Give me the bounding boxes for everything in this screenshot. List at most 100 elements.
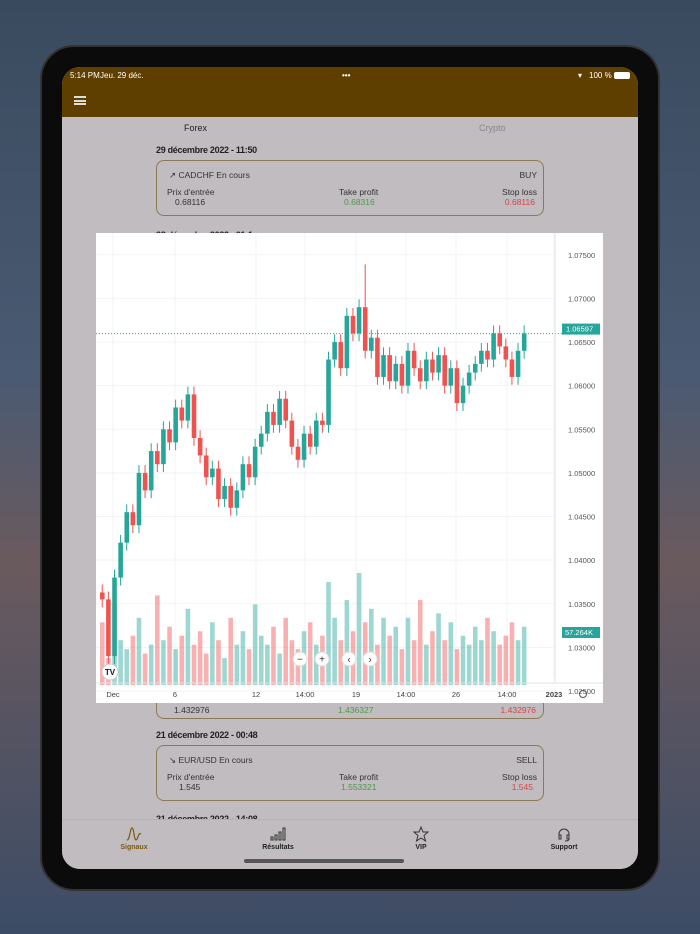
volume-bar <box>271 626 276 685</box>
candle <box>460 385 466 404</box>
gear-icon[interactable] <box>579 690 587 698</box>
last-volume-label: 57.264K <box>565 628 593 637</box>
candle <box>130 512 136 526</box>
nav-vip[interactable]: VIP <box>391 826 451 851</box>
candle <box>307 433 313 447</box>
multitask-dots-icon[interactable]: ••• <box>342 71 351 80</box>
volume-bar <box>240 631 246 685</box>
price-chart[interactable]: 1.07500 1.07000 1.06500 1.06000 1.05500 1.050… <box>96 233 603 703</box>
volume-bar <box>155 595 160 685</box>
tp-label: Take profit <box>339 772 379 782</box>
candle <box>424 359 429 382</box>
y-tick-label: 1.06000 <box>568 382 595 391</box>
scroll-right-button[interactable] <box>362 651 378 667</box>
volume-bar <box>497 644 503 685</box>
signal-date: 29 décembre 2022 - 11:50 <box>156 145 257 155</box>
battery-level: 100 % <box>589 71 612 80</box>
pair-label: CADCHF En cours <box>178 170 250 180</box>
scroll-left-button[interactable] <box>341 651 357 667</box>
nav-label: Support <box>550 844 578 851</box>
volume-bar <box>252 604 258 685</box>
volume-bar <box>332 617 337 685</box>
home-indicator[interactable] <box>244 859 404 863</box>
candle <box>405 350 411 386</box>
volume-bar <box>216 640 221 685</box>
volume-bar <box>161 640 166 685</box>
candle <box>497 333 503 347</box>
candle <box>466 372 472 386</box>
signal-card[interactable]: ↗ CADCHF En cours BUY Prix d'entrée 0.68… <box>156 160 544 216</box>
volume-bar <box>295 649 301 685</box>
volume-bar <box>509 622 515 685</box>
menu-icon[interactable] <box>74 96 86 105</box>
bottom-nav: Signaux Résultats VIP Support <box>62 819 638 869</box>
volume-bar <box>124 649 130 685</box>
volume-bar <box>210 622 215 685</box>
volume-bar <box>326 581 331 685</box>
candle <box>301 433 307 460</box>
candle <box>479 350 484 364</box>
headset-icon <box>558 828 570 842</box>
card-border <box>156 687 544 719</box>
x-tick-label: 14:00 <box>498 690 517 699</box>
x-tick-label: 14:00 <box>296 690 315 699</box>
candle <box>100 592 105 600</box>
volume-bar <box>466 644 472 685</box>
volume-bar <box>405 617 411 685</box>
nav-signaux[interactable]: Signaux <box>104 826 164 851</box>
status-time: 5:14 PM <box>70 71 100 80</box>
candle <box>320 420 325 425</box>
zoom-out-icon: − <box>297 655 303 666</box>
volume-bar <box>454 649 460 685</box>
volume-bar <box>148 644 154 685</box>
volume-bar <box>472 626 478 685</box>
candle <box>362 307 368 351</box>
candle <box>240 464 246 491</box>
volume-bar <box>356 573 362 685</box>
entry-label: Prix d'entrée <box>167 187 215 197</box>
nav-support[interactable]: Support <box>534 826 594 851</box>
signal-card[interactable]: ↘ EUR/USD En cours SELL Prix d'entrée 1.… <box>156 745 544 801</box>
volume-bar <box>283 617 289 685</box>
volume-bar <box>460 635 466 685</box>
bar-chart-icon <box>270 827 286 841</box>
volume-bar <box>179 635 185 685</box>
candle <box>167 429 172 443</box>
signal-side: BUY <box>519 170 537 180</box>
volume-bar <box>344 599 350 685</box>
candle <box>271 411 276 425</box>
last-volume-badge <box>562 627 600 638</box>
y-tick-label: 1.07500 <box>568 251 595 260</box>
zoom-in-button[interactable] <box>314 651 330 667</box>
candle <box>338 342 344 369</box>
candlestick-chart[interactable]: 1.07500 1.07000 1.06500 1.06000 1.05500 1.050… <box>96 233 603 703</box>
candle <box>326 359 331 425</box>
tab-crypto[interactable]: Crypto <box>479 123 506 133</box>
volume-bar <box>222 658 227 685</box>
nav-label: Résultats <box>262 844 294 851</box>
volume-bar <box>203 653 209 685</box>
signal-date: 21 décembre 2022 - 00:48 <box>156 730 258 740</box>
candle <box>375 337 380 377</box>
volume-bar <box>430 631 435 685</box>
volume-bar <box>100 622 105 685</box>
tp-label: Take profit <box>339 187 379 197</box>
volume-bar <box>515 640 521 685</box>
nav-resultats[interactable]: Résultats <box>248 826 308 851</box>
candle <box>246 464 252 478</box>
zoom-out-button[interactable] <box>292 651 308 667</box>
tradingview-logo-icon: TV <box>105 668 116 677</box>
sl-value: 0.68116 <box>504 197 535 207</box>
signal-pair: ↗ CADCHF En cours <box>169 170 250 181</box>
tab-forex[interactable]: Forex <box>184 123 208 133</box>
volume-bar <box>521 626 527 685</box>
wifi-icon: ▾ <box>578 71 583 80</box>
y-tick-label: 1.03000 <box>568 643 595 652</box>
volume-bar <box>424 644 429 685</box>
candle <box>509 359 515 377</box>
candle <box>124 512 130 543</box>
candle <box>399 363 405 386</box>
candle <box>332 342 337 360</box>
app-header: 5:14 PM Jeu. 29 déc. ••• ▾ 100 % <box>62 67 638 117</box>
candle <box>430 359 435 373</box>
